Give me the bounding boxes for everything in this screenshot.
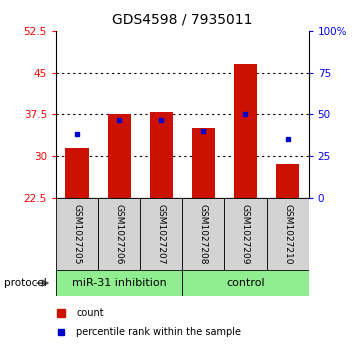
Bar [182,270,309,296]
Text: GSM1027206: GSM1027206 [115,204,123,264]
Bar [140,198,182,270]
Bar [276,164,299,198]
Text: protocol: protocol [4,278,46,288]
Bar [234,64,257,198]
Text: GSM1027209: GSM1027209 [241,204,250,264]
Bar [108,114,131,198]
Bar [65,148,88,198]
Bar [266,198,309,270]
Text: GSM1027210: GSM1027210 [283,204,292,264]
Bar [98,198,140,270]
Text: miR-31 inhibition: miR-31 inhibition [72,278,166,288]
Bar [56,198,98,270]
Text: percentile rank within the sample: percentile rank within the sample [76,327,241,337]
Bar [192,128,215,198]
Bar [225,198,266,270]
Text: count: count [76,307,104,318]
Title: GDS4598 / 7935011: GDS4598 / 7935011 [112,13,253,27]
Text: GSM1027208: GSM1027208 [199,204,208,264]
Text: GSM1027205: GSM1027205 [73,204,82,264]
Bar [150,111,173,198]
Text: control: control [226,278,265,288]
Text: GSM1027207: GSM1027207 [157,204,166,264]
Bar [56,270,182,296]
Bar [182,198,225,270]
